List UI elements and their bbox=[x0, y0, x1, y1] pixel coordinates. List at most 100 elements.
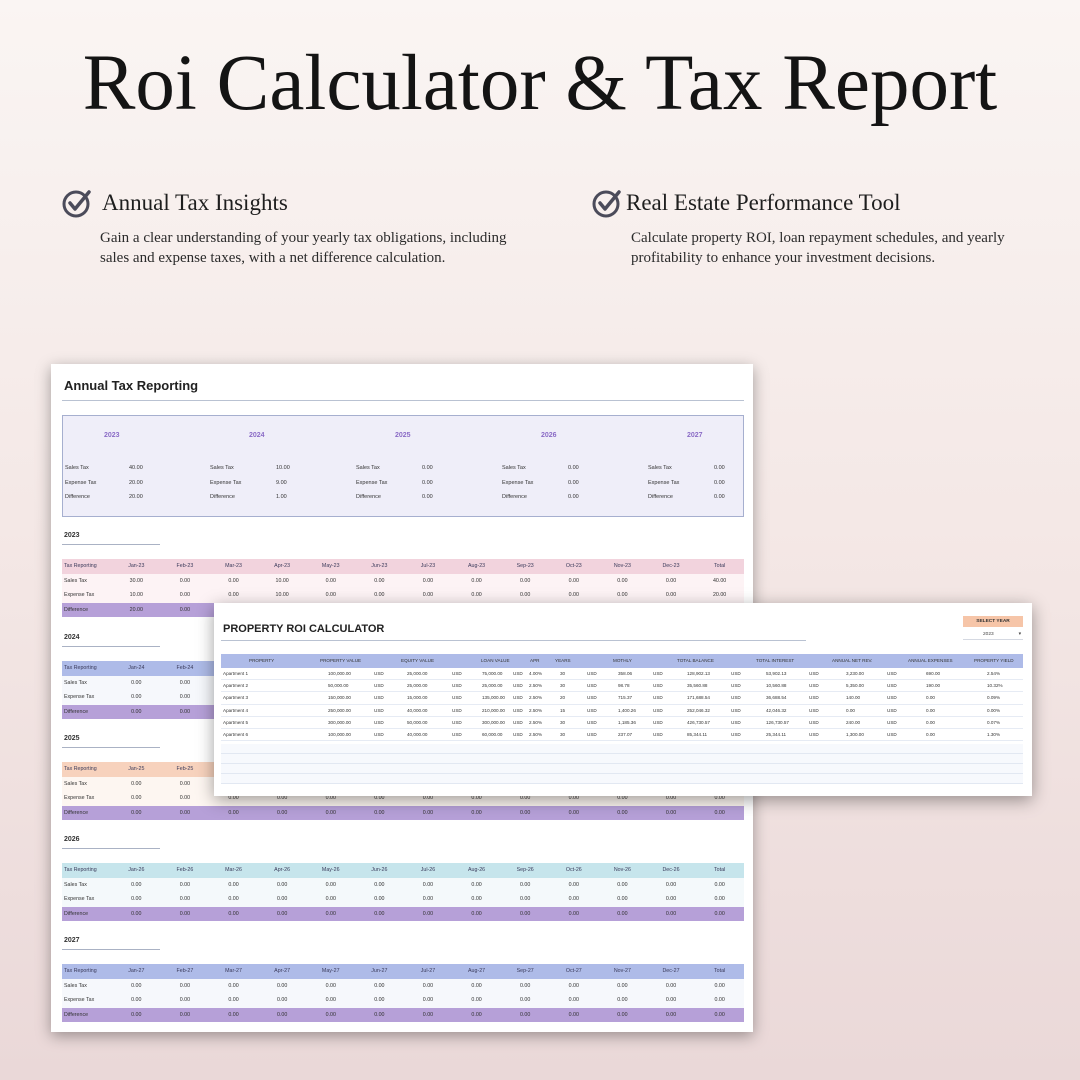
table-cell[interactable]: 0.00 bbox=[568, 592, 579, 599]
table-cell[interactable]: 10,560.88 bbox=[766, 683, 787, 689]
table-cell[interactable]: 5,350.00 bbox=[846, 683, 864, 689]
table-cell[interactable]: 0.00 bbox=[131, 708, 142, 715]
table-cell[interactable]: 0.00 bbox=[228, 997, 239, 1004]
table-cell[interactable]: 25,000.00 bbox=[407, 671, 428, 676]
table-cell[interactable]: 0.00 bbox=[471, 809, 482, 816]
table-cell[interactable]: 0.00 bbox=[131, 679, 142, 686]
table-cell[interactable]: 0.00 bbox=[276, 982, 288, 989]
table-cell[interactable]: 85,344.11 bbox=[687, 731, 708, 737]
table-cell[interactable]: 0.00 bbox=[471, 997, 482, 1004]
table-cell[interactable]: 0.00 bbox=[228, 795, 239, 802]
table-cell[interactable]: 0.00 bbox=[617, 910, 628, 917]
table-cell[interactable]: 0.00 bbox=[665, 1011, 677, 1018]
table-cell[interactable]: 75,000.00 bbox=[482, 671, 503, 676]
table-cell[interactable]: 0.00 bbox=[422, 577, 434, 584]
table-cell[interactable]: 715.37 bbox=[618, 695, 633, 701]
table-cell[interactable]: 15,000.00 bbox=[407, 695, 428, 701]
table-cell[interactable]: 0.00 bbox=[325, 809, 336, 816]
table-cell[interactable]: 0.00 bbox=[471, 910, 482, 917]
table-cell[interactable]: 2.50% bbox=[529, 695, 543, 701]
table-cell[interactable]: 0.00 bbox=[228, 577, 239, 584]
table-cell[interactable]: 2.54% bbox=[987, 671, 1001, 676]
table-cell[interactable]: 0.00 bbox=[374, 592, 385, 599]
table-cell[interactable]: 0.00 bbox=[568, 910, 579, 917]
table-cell[interactable]: 0.00 bbox=[179, 780, 191, 787]
table-cell[interactable]: 50,000.00 bbox=[328, 683, 349, 689]
table-cell[interactable]: 4.00% bbox=[529, 671, 543, 676]
table-cell[interactable]: 240.00 bbox=[846, 719, 861, 725]
table-cell[interactable]: 40,000.00 bbox=[407, 731, 428, 737]
table-cell[interactable]: 0.00 bbox=[926, 731, 935, 737]
table-cell[interactable]: 0.00 bbox=[179, 795, 191, 802]
table-cell[interactable]: 0.00 bbox=[179, 592, 191, 599]
table-cell[interactable]: 0.00 bbox=[568, 577, 579, 584]
table-cell[interactable]: 0.00 bbox=[714, 982, 725, 989]
table-cell[interactable]: 0.00 bbox=[568, 982, 579, 989]
table-cell[interactable]: 128,902.13 bbox=[687, 671, 710, 676]
table-cell[interactable]: 10.32% bbox=[987, 683, 1003, 689]
select-year-dropdown[interactable]: 2023 ▾ bbox=[963, 629, 1023, 640]
table-cell[interactable]: 0.00 bbox=[228, 809, 239, 816]
table-cell[interactable]: 1,185.36 bbox=[618, 719, 636, 725]
table-cell[interactable]: 53,902.13 bbox=[766, 671, 787, 676]
table-cell[interactable]: 30.00 bbox=[129, 577, 143, 584]
table-cell[interactable]: 0.00 bbox=[617, 795, 628, 802]
table-cell[interactable]: 0.00 bbox=[617, 577, 628, 584]
table-cell[interactable]: 0.00 bbox=[714, 896, 725, 903]
table-cell[interactable]: 0.00 bbox=[276, 809, 288, 816]
table-cell[interactable]: 98.78 bbox=[618, 683, 630, 689]
table-cell[interactable]: 0.00 bbox=[325, 795, 336, 802]
table-cell[interactable]: 0.00 bbox=[374, 1011, 385, 1018]
table-cell[interactable]: 0.00 bbox=[374, 577, 385, 584]
table-cell[interactable]: 0.00 bbox=[131, 1011, 142, 1018]
table-cell[interactable]: 30 bbox=[560, 671, 566, 676]
table-cell[interactable]: 252,046.32 bbox=[687, 707, 710, 713]
table-cell[interactable]: 0.00 bbox=[131, 881, 142, 888]
table-cell[interactable]: 0.00 bbox=[665, 896, 677, 903]
table-cell[interactable]: 0.00 bbox=[471, 795, 482, 802]
table-cell[interactable]: 0.00 bbox=[665, 997, 677, 1004]
table-cell[interactable]: 50,000.00 bbox=[407, 719, 428, 725]
table-cell[interactable]: 30 bbox=[560, 719, 566, 725]
table-cell[interactable]: 0.00 bbox=[374, 982, 385, 989]
table-cell[interactable]: 0.00 bbox=[325, 997, 336, 1004]
table-cell[interactable]: 300,000.00 bbox=[328, 719, 351, 725]
table-cell[interactable]: 1,300.00 bbox=[846, 731, 864, 737]
table-cell[interactable]: 100,000.00 bbox=[328, 671, 351, 676]
table-cell[interactable]: 0.00 bbox=[714, 910, 725, 917]
table-cell[interactable]: 0.00 bbox=[568, 896, 579, 903]
table-cell[interactable]: 0.00 bbox=[276, 896, 288, 903]
table-cell[interactable]: 0.00 bbox=[131, 982, 142, 989]
table-cell[interactable]: 0.00 bbox=[520, 881, 531, 888]
table-cell[interactable]: 0.00 bbox=[617, 896, 628, 903]
table-cell[interactable]: 0.00 bbox=[665, 795, 677, 802]
table-cell[interactable]: 0.00 bbox=[131, 910, 142, 917]
table-cell[interactable]: 0.00 bbox=[520, 592, 531, 599]
table-cell[interactable]: 0.00 bbox=[131, 809, 142, 816]
table-cell[interactable]: 25,344.11 bbox=[766, 731, 787, 737]
table-cell[interactable]: 0.00 bbox=[325, 577, 336, 584]
table-cell[interactable]: 0.00% bbox=[987, 707, 1001, 713]
table-cell[interactable]: 0.07% bbox=[987, 719, 1001, 725]
table-cell[interactable]: 0.00 bbox=[520, 997, 531, 1004]
table-cell[interactable]: 0.00 bbox=[568, 809, 579, 816]
table-cell[interactable]: 0.00 bbox=[422, 896, 434, 903]
table-cell[interactable]: 0.00 bbox=[714, 881, 725, 888]
table-cell[interactable]: 0.00 bbox=[617, 1011, 628, 1018]
table-cell[interactable]: 0.00 bbox=[471, 982, 482, 989]
table-cell[interactable]: 0.00 bbox=[568, 795, 579, 802]
table-cell[interactable]: 0.00 bbox=[422, 1011, 434, 1018]
table-cell[interactable]: 0.00 bbox=[422, 809, 434, 816]
table-cell[interactable]: 0.00 bbox=[179, 896, 191, 903]
table-cell[interactable]: 0.09% bbox=[987, 695, 1001, 701]
table-cell[interactable]: 60,000.00 bbox=[482, 731, 503, 737]
table-cell[interactable]: 0.00 bbox=[325, 982, 336, 989]
table-cell[interactable]: 100,000.00 bbox=[328, 731, 351, 737]
table-cell[interactable]: 0.00 bbox=[325, 1011, 336, 1018]
table-cell[interactable]: 190.00 bbox=[926, 683, 941, 689]
table-cell[interactable]: 0.00 bbox=[374, 997, 385, 1004]
table-cell[interactable]: 0.00 bbox=[422, 910, 434, 917]
table-cell[interactable]: 0.00 bbox=[325, 592, 336, 599]
table-cell[interactable]: 0.00 bbox=[665, 592, 677, 599]
table-cell[interactable]: 0.00 bbox=[665, 910, 677, 917]
